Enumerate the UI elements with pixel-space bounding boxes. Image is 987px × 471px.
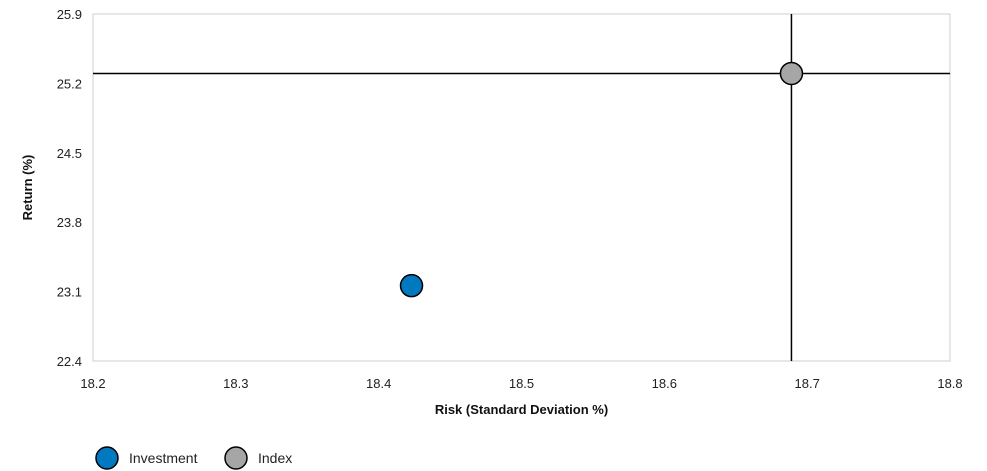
x-tick-label: 18.5 [509, 376, 534, 391]
legend: Investment Index [95, 446, 292, 470]
tick-labels: 18.2 18.3 18.4 18.5 18.6 18.7 18.8 22.4 23.1 23.8… [57, 7, 963, 391]
y-axis-title: Return (%) [20, 155, 35, 221]
data-points [399, 61, 804, 298]
y-tick-label: 24.5 [57, 146, 82, 161]
y-tick-label: 23.8 [57, 215, 82, 230]
index-point[interactable] [779, 61, 804, 86]
legend-label-investment: Investment [129, 450, 198, 466]
legend-marker-index[interactable] [224, 446, 248, 470]
plot-area [92, 13, 951, 362]
x-tick-label: 18.7 [795, 376, 820, 391]
y-tick-label: 22.4 [57, 354, 82, 369]
y-tick-label: 23.1 [57, 285, 82, 300]
legend-label-index: Index [258, 450, 292, 466]
crosshair [93, 14, 950, 361]
legend-marker-investment[interactable] [95, 446, 119, 470]
x-tick-label: 18.4 [366, 376, 391, 391]
plot-border [92, 13, 951, 362]
x-tick-label: 18.8 [937, 376, 962, 391]
x-tick-label: 18.2 [80, 376, 105, 391]
y-tick-label: 25.9 [57, 7, 82, 22]
x-tick-label: 18.3 [223, 376, 248, 391]
investment-point[interactable] [399, 273, 424, 298]
x-axis-title: Risk (Standard Deviation %) [435, 402, 608, 417]
y-tick-label: 25.2 [57, 76, 82, 91]
x-tick-label: 18.6 [652, 376, 677, 391]
